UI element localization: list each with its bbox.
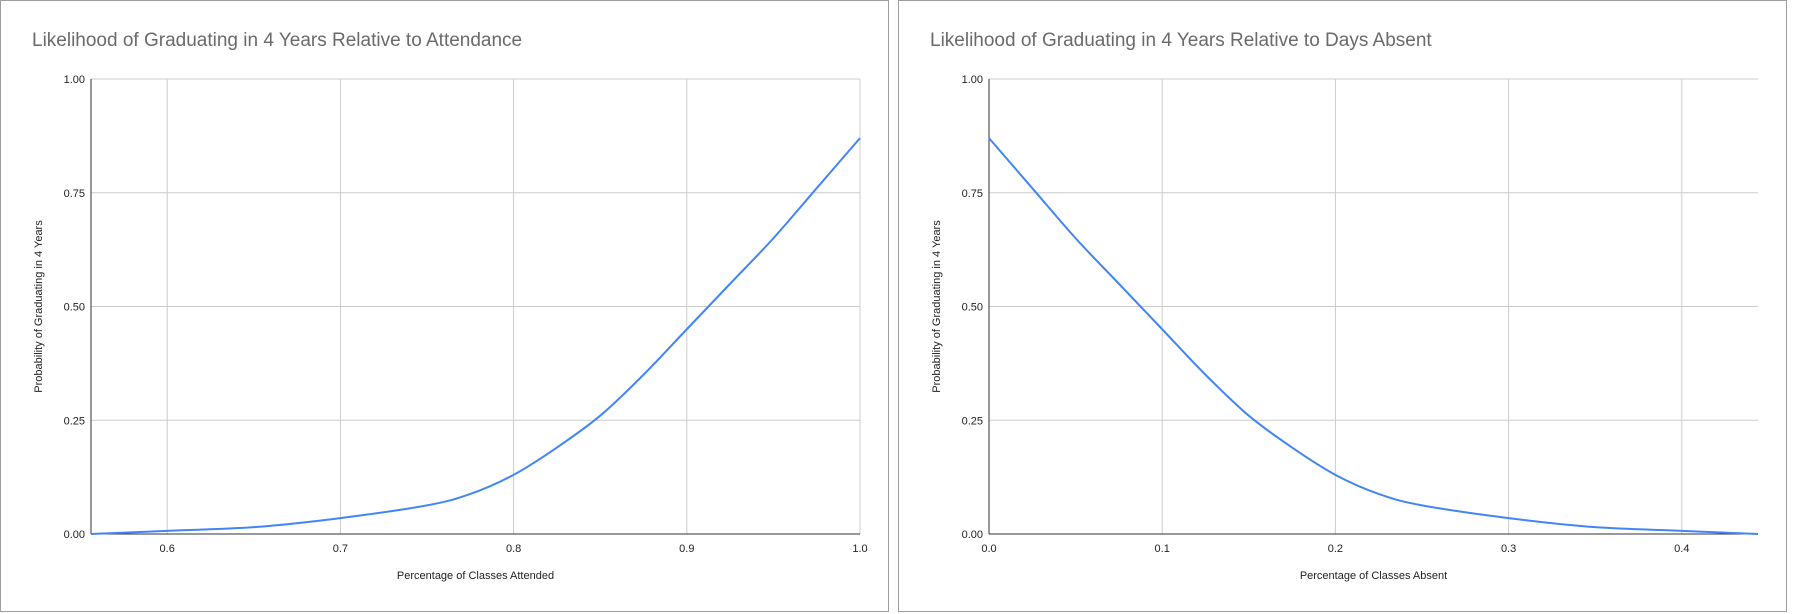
x-tick-label: 0.4 — [1674, 543, 1689, 555]
x-tick-label: 0.9 — [679, 543, 694, 555]
y-axis-title: Probability of Graduating in 4 Years — [931, 220, 943, 393]
x-tick-label: 0.6 — [160, 543, 175, 555]
x-tick-label: 0.1 — [1155, 543, 1170, 555]
chart-attendance: 0.00 0.25 0.50 0.75 1.00 0.6 0.7 0.8 0.9 1.0 Perce… — [33, 74, 868, 582]
y-tick-label: 0.00 — [64, 529, 85, 541]
chart-absent: 0.00 0.25 0.50 0.75 1.00 0.0 0.1 0.2 0.3 0.4 Perce… — [931, 74, 1759, 582]
y-tick-label: 0.50 — [64, 302, 85, 314]
chart-panel-attendance: Likelihood of Graduating in 4 Years Rela… — [0, 0, 889, 612]
y-tick-label: 1.00 — [962, 74, 983, 86]
y-tick-label: 0.50 — [962, 302, 983, 314]
x-axis-title: Percentage of Classes Attended — [397, 570, 554, 582]
x-tick-label: 1.0 — [852, 543, 867, 555]
x-tick-label: 0.7 — [333, 543, 348, 555]
x-axis-title: Percentage of Classes Absent — [1300, 570, 1447, 582]
x-tick-label: 0.8 — [506, 543, 521, 555]
y-tick-label: 0.25 — [64, 415, 85, 427]
x-tick-label: 0.0 — [981, 543, 996, 555]
x-tick-label: 0.2 — [1328, 543, 1343, 555]
series-line — [90, 137, 861, 535]
y-tick-label: 0.75 — [64, 188, 85, 200]
y-tick-label: 0.25 — [962, 415, 983, 427]
x-tick-label: 0.3 — [1501, 543, 1516, 555]
chart-title: Likelihood of Graduating in 4 Years Rela… — [930, 30, 1432, 51]
chart-panel-absent: Likelihood of Graduating in 4 Years Rela… — [898, 0, 1787, 612]
y-axis-title: Probability of Graduating in 4 Years — [33, 220, 45, 393]
y-tick-label: 1.00 — [64, 74, 85, 86]
series-line — [988, 137, 1759, 535]
y-tick-label: 0.75 — [962, 188, 983, 200]
y-tick-label: 0.00 — [962, 529, 983, 541]
chart-title: Likelihood of Graduating in 4 Years Rela… — [32, 30, 523, 51]
